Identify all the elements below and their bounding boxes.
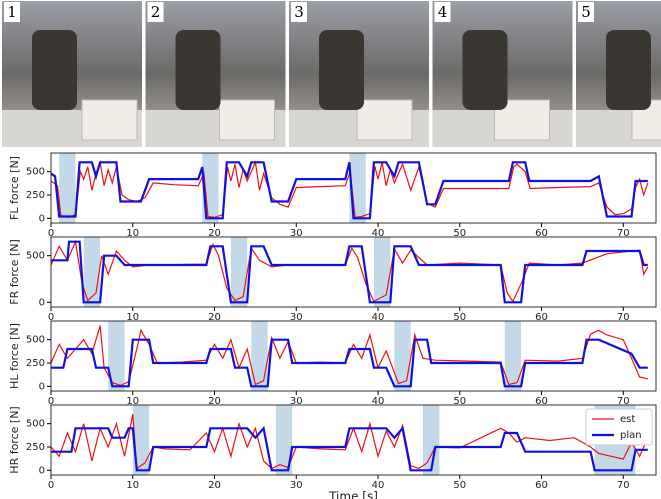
y-tick-label: 500 [26,419,45,430]
x-tick-label: 20 [208,480,221,491]
legend: est plan [586,409,652,445]
robot [32,30,77,110]
legend-label: est [620,414,635,425]
photo-label: 2 [151,3,161,21]
y-tick-label: 500 [26,167,45,178]
x-tick-label: 60 [535,480,548,491]
y-tick-label: 250 [26,358,45,369]
y-tick-label: 0 [39,297,45,308]
x-tick-label: 0 [48,480,54,491]
legend-label: plan [620,430,642,441]
photo-label: 4 [438,3,448,21]
x-tick-label: 50 [453,480,466,491]
legend-box [586,409,652,445]
figure: 12345 0250500010203040506070FL force [N]… [0,0,661,499]
y-tick-label: 500 [26,251,45,262]
x-tick-label: 30 [290,480,303,491]
y-tick-label: 0 [39,381,45,392]
series-line [51,242,648,303]
series-line [51,340,648,387]
photo-label: 5 [581,3,591,21]
highlight [59,153,75,223]
y-tick-label: 250 [26,442,45,453]
robot [606,30,651,110]
photo-box [82,100,137,140]
y-axis-label: HR force [N] [8,406,21,473]
y-axis-label: HL force [N] [8,323,21,389]
page: {"photo_labels": ["1", "2", "3", "4", "5… [0,0,661,499]
y-tick-label: 500 [26,335,45,346]
series-line [51,162,648,218]
y-tick-label: 0 [39,213,45,224]
x-axis-label: Time [s] [328,490,378,499]
robot [176,30,221,110]
y-tick-label: 0 [39,465,45,476]
series-line [51,326,648,386]
x-tick-label: 70 [617,480,630,491]
photo-box [220,100,275,140]
highlight [231,237,247,307]
photo-box [357,100,412,140]
plot-frame [51,237,656,307]
robot [463,30,508,110]
photo-label: 3 [294,3,304,21]
y-tick-label: 250 [26,190,45,201]
y-axis-label: FL force [N] [8,156,21,220]
x-tick-label: 10 [126,480,139,491]
photo-strip: 1 2 3 4 5 [2,1,661,147]
highlight [251,321,267,391]
photo-label: 1 [7,3,17,21]
robot [319,30,364,110]
y-axis-label: FR force [N] [8,239,21,304]
